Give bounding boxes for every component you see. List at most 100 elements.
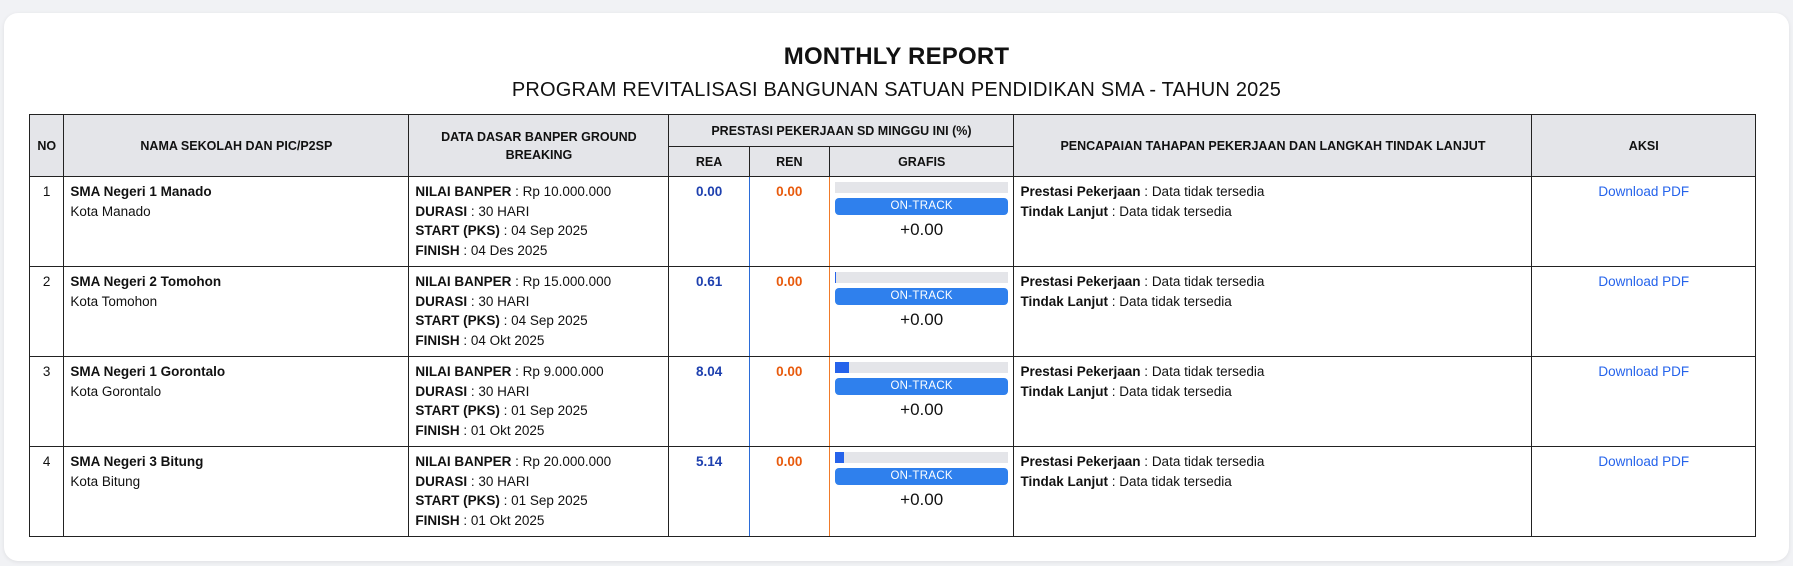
header-base-data: DATA DASAR BANPER GROUND BREAKING [408,114,670,177]
durasi-label: DURASI [415,203,468,219]
school-name: SMA Negeri 1 Manado [70,184,212,199]
progress-graph: ON-TRACK +0.00 [828,266,1015,357]
finish-value: 01 Okt 2025 [470,422,545,438]
delta-value: +0.00 [900,220,944,239]
finish-value: 01 Okt 2025 [470,512,545,528]
tindak-value: Data tidak tersedia [1119,293,1232,309]
action-cell: Download PDF [1531,446,1756,537]
table-row: 4 SMA Negeri 3 Bitung Kota Bitung NILAI … [28,446,1756,537]
progress-graph: ON-TRACK +0.00 [828,356,1015,447]
header-aksi: AKSI [1531,114,1756,177]
delta-value: +0.00 [900,310,944,329]
finish-label: FINISH [415,332,460,348]
tindak-value: Data tidak tersedia [1119,473,1232,489]
progress-bar [834,182,1009,193]
progress-bar [834,272,1009,283]
base-data-cell: NILAI BANPER : Rp 9.000.000 DURASI : 30 … [408,356,670,447]
header-achievement: PENCAPAIAN TAHAPAN PEKERJAAN DAN LANGKAH… [1013,114,1533,177]
nilai-label: NILAI BANPER [415,184,512,199]
durasi-value: 30 HARI [478,473,530,489]
achievement-cell: Prestasi Pekerjaan : Data tidak tersedia… [1013,446,1533,537]
school-cell: SMA Negeri 3 Bitung Kota Bitung [63,446,410,537]
delta-value: +0.00 [900,400,944,419]
nilai-value: Rp 20.000.000 [522,454,612,469]
page-title: MONTHLY REPORT [783,43,1010,70]
achievement-cell: Prestasi Pekerjaan : Data tidak tersedia… [1013,266,1533,357]
header-grafis: GRAFIS [828,146,1015,177]
rea-value: 0.61 [668,266,750,357]
start-label: START (PKS) [415,223,500,238]
row-number: 2 [28,266,65,357]
durasi-label: DURASI [415,293,468,309]
page-subtitle: PROGRAM REVITALISASI BANGUNAN SATUAN PEN… [511,79,1282,101]
school-name: SMA Negeri 1 Gorontalo [70,364,226,379]
start-value: 04 Sep 2025 [511,223,588,238]
download-pdf-link[interactable]: Download PDF [1598,454,1690,469]
durasi-value: 30 HARI [478,293,530,309]
durasi-value: 30 HARI [478,383,530,399]
rea-value: 8.04 [668,356,750,447]
base-data-cell: NILAI BANPER : Rp 20.000.000 DURASI : 30… [408,446,670,537]
rea-value: 0.00 [668,176,750,267]
action-cell: Download PDF [1531,176,1756,267]
prestasi-label: Prestasi Pekerjaan [1020,184,1141,199]
school-name: SMA Negeri 3 Bitung [70,454,204,469]
header-school: NAMA SEKOLAH DAN PIC/P2SP [63,114,410,177]
prestasi-label: Prestasi Pekerjaan [1020,274,1141,289]
school-city: Kota Tomohon [70,293,158,309]
download-pdf-link[interactable]: Download PDF [1598,364,1690,379]
status-badge: ON-TRACK [834,198,1009,215]
school-city: Kota Bitung [70,473,141,489]
table-row: 1 SMA Negeri 1 Manado Kota Manado NILAI … [28,176,1756,267]
school-city: Kota Manado [70,203,151,219]
finish-label: FINISH [415,512,460,528]
progress-graph: ON-TRACK +0.00 [828,446,1015,537]
finish-value: 04 Okt 2025 [470,332,545,348]
status-badge: ON-TRACK [834,378,1009,395]
tindak-value: Data tidak tersedia [1119,383,1232,399]
start-label: START (PKS) [415,493,500,508]
header-progress: PRESTASI PEKERJAAN SD MINGGU INI (%) [668,114,1015,147]
status-badge: ON-TRACK [834,468,1009,485]
prestasi-value: Data tidak tersedia [1151,364,1265,379]
school-cell: SMA Negeri 1 Manado Kota Manado [63,176,410,267]
nilai-value: Rp 15.000.000 [522,274,612,289]
prestasi-label: Prestasi Pekerjaan [1020,364,1141,379]
base-data-cell: NILAI BANPER : Rp 15.000.000 DURASI : 30… [408,266,670,357]
achievement-cell: Prestasi Pekerjaan : Data tidak tersedia… [1013,176,1533,267]
nilai-label: NILAI BANPER [415,364,512,379]
header-no: NO [28,114,65,177]
download-pdf-link[interactable]: Download PDF [1598,274,1690,289]
durasi-label: DURASI [415,383,468,399]
report-table: NO NAMA SEKOLAH DAN PIC/P2SP DATA DASAR … [28,114,1756,537]
base-data-cell: NILAI BANPER : Rp 10.000.000 DURASI : 30… [408,176,670,267]
tindak-label: Tindak Lanjut [1020,473,1108,489]
finish-label: FINISH [415,422,460,438]
status-badge: ON-TRACK [834,288,1009,305]
school-cell: SMA Negeri 1 Gorontalo Kota Gorontalo [63,356,410,447]
progress-graph: ON-TRACK +0.00 [828,176,1015,267]
prestasi-value: Data tidak tersedia [1151,274,1265,289]
ren-value: 0.00 [748,446,830,537]
table-row: 3 SMA Negeri 1 Gorontalo Kota Gorontalo … [28,356,1756,447]
start-label: START (PKS) [415,313,500,328]
tindak-label: Tindak Lanjut [1020,293,1108,309]
progress-bar-fill [834,362,849,373]
progress-bar-fill [834,272,836,283]
download-pdf-link[interactable]: Download PDF [1598,184,1690,199]
progress-bar [834,362,1009,373]
finish-value: 04 Des 2025 [470,242,548,258]
table-row: 2 SMA Negeri 2 Tomohon Kota Tomohon NILA… [28,266,1756,357]
school-name: SMA Negeri 2 Tomohon [70,274,222,289]
prestasi-value: Data tidak tersedia [1151,454,1265,469]
start-label: START (PKS) [415,403,500,418]
durasi-label: DURASI [415,473,468,489]
action-cell: Download PDF [1531,266,1756,357]
tindak-label: Tindak Lanjut [1020,203,1108,219]
ren-value: 0.00 [748,356,830,447]
tindak-value: Data tidak tersedia [1119,203,1232,219]
progress-bar [834,452,1009,463]
prestasi-value: Data tidak tersedia [1151,184,1265,199]
rea-value: 5.14 [668,446,750,537]
achievement-cell: Prestasi Pekerjaan : Data tidak tersedia… [1013,356,1533,447]
